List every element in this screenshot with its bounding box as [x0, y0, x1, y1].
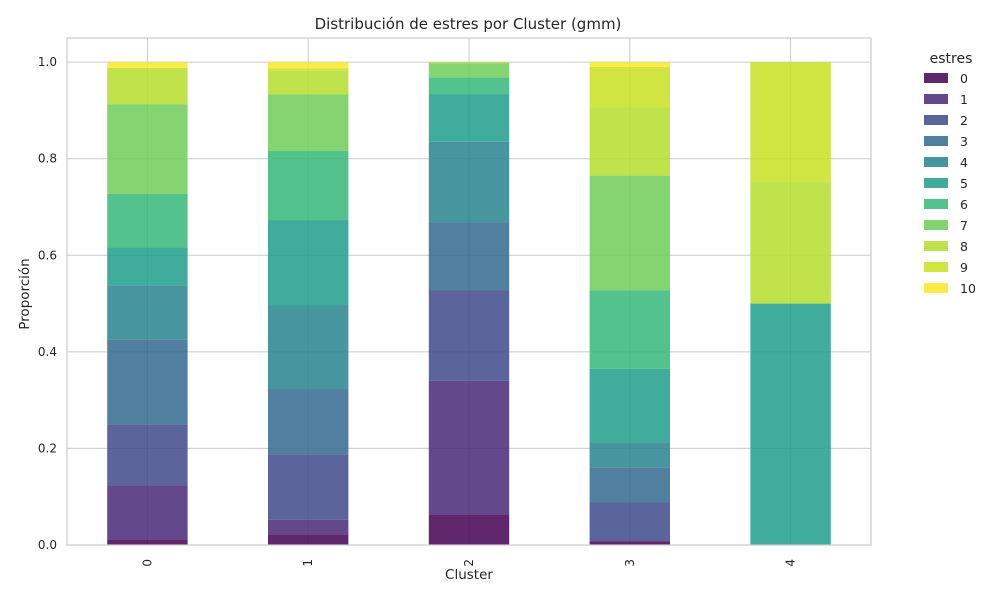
x-tick-label: 3 [623, 559, 637, 567]
bar-segment-cluster-0-estres-0 [107, 539, 188, 545]
legend-label-2: 2 [960, 113, 968, 128]
bar-segment-cluster-2-estres-8 [428, 62, 510, 64]
bar-segment-cluster-0-estres-1 [107, 485, 188, 540]
bar-segment-cluster-0-estres-7 [107, 104, 188, 194]
bar-segment-cluster-0-estres-3 [107, 339, 188, 425]
bar-segment-cluster-2-estres-0 [428, 514, 510, 545]
legend-swatch-4 [924, 157, 948, 167]
bar-segment-cluster-3-estres-5 [589, 368, 670, 443]
bar-segment-cluster-1-estres-5 [268, 220, 349, 306]
x-tick-label: 1 [301, 559, 315, 567]
bar-segment-cluster-4-estres-5 [750, 303, 831, 545]
bar-segment-cluster-3-estres-7 [589, 175, 670, 291]
bar-segment-cluster-3-estres-3 [589, 467, 670, 503]
bar-segment-cluster-2-estres-2 [428, 290, 510, 381]
bar-segment-cluster-1-estres-7 [268, 94, 349, 151]
y-tick-label: 0.4 [38, 345, 57, 359]
legend-label-9: 9 [960, 260, 968, 275]
legend-swatch-0 [924, 73, 948, 83]
bar-segment-cluster-1-estres-8 [268, 70, 349, 95]
bar-segment-cluster-4-estres-9 [750, 62, 831, 182]
legend-swatch-6 [924, 199, 948, 209]
x-tick-label: 2 [462, 559, 476, 567]
legend-swatch-5 [924, 178, 948, 188]
bar-segment-cluster-1-estres-1 [268, 519, 349, 535]
bar-segment-cluster-2-estres-4 [428, 141, 510, 223]
legend: estres 0 1 2 3 4 5 6 7 8 9 10 [924, 51, 976, 296]
bar-segment-cluster-3-estres-9 [589, 66, 670, 108]
bar-segment-cluster-0-estres-8 [107, 67, 188, 105]
legend-label-3: 3 [960, 134, 968, 149]
y-axis-label: Proporción [17, 258, 33, 330]
bar-segment-cluster-0-estres-4 [107, 285, 188, 340]
bars-layer [107, 62, 831, 545]
legend-label-8: 8 [960, 239, 968, 254]
bar-segment-cluster-3-estres-2 [589, 502, 670, 542]
bar-segment-cluster-3-estres-10 [589, 62, 670, 67]
bar-segment-cluster-1-estres-2 [268, 454, 349, 520]
bar-segment-cluster-1-estres-0 [268, 534, 349, 545]
bar-segment-cluster-4-estres-8 [750, 181, 831, 304]
legend-label-0: 0 [960, 71, 968, 86]
legend-swatch-7 [924, 220, 948, 230]
legend-swatch-10 [924, 283, 948, 293]
bar-segment-cluster-2-estres-3 [428, 222, 510, 291]
bar-segment-cluster-3-estres-4 [589, 442, 670, 468]
bar-segment-cluster-2-estres-7 [428, 63, 510, 78]
bar-segment-cluster-1-estres-9 [268, 68, 349, 71]
legend-swatch-9 [924, 262, 948, 272]
legend-swatch-3 [924, 136, 948, 146]
bar-segment-cluster-1-estres-4 [268, 305, 349, 390]
legend-label-4: 4 [960, 155, 968, 170]
bar-segment-cluster-2-estres-5 [428, 94, 510, 142]
legend-label-5: 5 [960, 176, 968, 191]
y-tick-label: 0.2 [38, 441, 57, 455]
bar-segment-cluster-2-estres-6 [428, 77, 510, 95]
bar-segment-cluster-1-estres-6 [268, 150, 349, 221]
chart-title: Distribución de estres por Cluster (gmm) [315, 15, 622, 33]
bar-segment-cluster-2-estres-1 [428, 380, 510, 515]
y-tick-label: 0.8 [38, 152, 57, 166]
legend-swatch-1 [924, 94, 948, 104]
legend-swatch-8 [924, 241, 948, 251]
bar-segment-cluster-0-estres-5 [107, 247, 188, 286]
legend-swatch-2 [924, 115, 948, 125]
bar-segment-cluster-0-estres-6 [107, 193, 188, 248]
x-axis-label: Cluster [445, 567, 493, 583]
y-tick-label: 0.6 [38, 248, 57, 262]
y-tick-label: 0.0 [38, 538, 57, 552]
bar-segment-cluster-3-estres-0 [589, 541, 670, 545]
legend-label-1: 1 [960, 92, 968, 107]
plot-frame [66, 37, 872, 546]
bar-segment-cluster-3-estres-8 [589, 107, 670, 176]
bar-segment-cluster-0-estres-2 [107, 424, 188, 486]
legend-label-7: 7 [960, 218, 968, 233]
bar-segment-cluster-1-estres-10 [268, 62, 349, 69]
bar-segment-cluster-1-estres-3 [268, 389, 349, 455]
ticks-layer: 0.0 0.2 0.4 0.6 0.8 1.0 0 1 2 3 4 [38, 55, 798, 566]
bar-segment-cluster-0-estres-10 [107, 62, 188, 68]
legend-title: estres [930, 51, 973, 67]
legend-label-6: 6 [960, 197, 968, 212]
x-tick-label: 0 [140, 559, 154, 567]
legend-label-10: 10 [960, 281, 976, 296]
bar-segment-cluster-3-estres-6 [589, 290, 670, 369]
x-tick-label: 4 [784, 559, 798, 567]
y-tick-label: 1.0 [38, 55, 57, 69]
